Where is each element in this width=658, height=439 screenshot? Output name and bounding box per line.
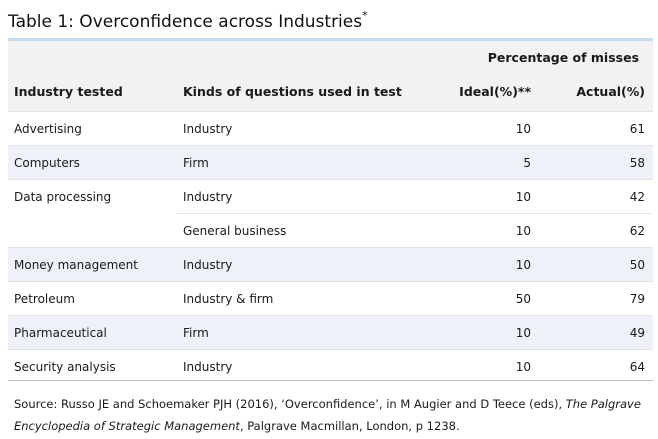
source-prefix: Source: Russo JE and Schoemaker PJH (201… [14, 397, 566, 411]
table-top-rule [8, 38, 653, 41]
cell-questions: Industry [177, 349, 400, 383]
cell-actual: 61 [541, 111, 654, 146]
table-row: Computers Firm 5 58 [8, 145, 654, 180]
table-row: Advertising Industry 10 61 [8, 111, 654, 146]
table-title: Table 1: Overconfidence across Industrie… [8, 4, 368, 34]
cell-industry: Security analysis [8, 349, 177, 383]
cell-actual: 49 [541, 315, 654, 350]
cell-ideal: 10 [400, 315, 541, 350]
cell-industry [8, 214, 177, 248]
cell-industry: Petroleum [8, 281, 177, 316]
cell-industry: Pharmaceutical [8, 315, 177, 350]
header-industry: Industry tested [8, 73, 177, 112]
header-actual: Actual(%) [541, 73, 654, 112]
cell-questions: Firm [177, 145, 400, 180]
table-title-text: Table 1: Overconfidence across Industrie… [8, 12, 363, 32]
header-questions: Kinds of questions used in test [177, 73, 402, 112]
table-row: Pharmaceutical Firm 10 49 [8, 315, 654, 350]
cell-questions: Industry & firm [177, 281, 400, 316]
cell-ideal: 5 [400, 145, 541, 180]
cell-actual: 62 [541, 213, 654, 248]
cell-ideal: 10 [400, 247, 541, 282]
cell-ideal: 50 [400, 281, 541, 316]
table-row: Data processing Industry 10 42 [8, 179, 654, 214]
table-header: Percentage of misses Industry tested Kin… [8, 41, 654, 112]
cell-actual: 42 [541, 179, 654, 214]
table-row: Petroleum Industry & firm 50 79 [8, 281, 654, 316]
title-footnote-mark: * [362, 9, 368, 22]
cell-actual: 50 [541, 247, 654, 282]
source-suffix: , Palgrave Macmillan, London, p 1238. [239, 419, 460, 433]
header-blank [177, 41, 400, 73]
table-row: General business 10 62 [8, 213, 654, 248]
cell-questions: Industry [177, 247, 400, 282]
cell-questions: General business [177, 213, 400, 248]
cell-actual: 79 [541, 281, 654, 316]
header-ideal: Ideal(%)** [400, 73, 541, 112]
overconfidence-table: Percentage of misses Industry tested Kin… [8, 41, 654, 383]
source-book-title: The Palgrave Encyclopedia of Strategic M… [14, 397, 641, 433]
cell-questions: Industry [177, 111, 400, 146]
cell-actual: 64 [541, 349, 654, 383]
cell-questions: Firm [177, 315, 400, 350]
table-row: Money management Industry 10 50 [8, 247, 654, 282]
cell-actual: 58 [541, 145, 654, 180]
cell-ideal: 10 [400, 179, 541, 214]
cell-ideal: 10 [400, 213, 541, 248]
cell-industry: Money management [8, 247, 177, 282]
cell-industry: Data processing [8, 179, 177, 214]
cell-industry: Advertising [8, 111, 177, 146]
table-row: Security analysis Industry 10 64 [8, 349, 654, 383]
cell-ideal: 10 [400, 111, 541, 146]
table-bottom-rule [8, 380, 653, 381]
source-note: Source: Russo JE and Schoemaker PJH (201… [14, 393, 644, 437]
table-body: Advertising Industry 10 61 Computers Fir… [8, 111, 654, 383]
cell-questions: Industry [177, 179, 400, 214]
header-group-label: Percentage of misses [400, 41, 654, 73]
header-blank [8, 41, 177, 73]
cell-ideal: 10 [400, 349, 541, 383]
cell-industry: Computers [8, 145, 177, 180]
